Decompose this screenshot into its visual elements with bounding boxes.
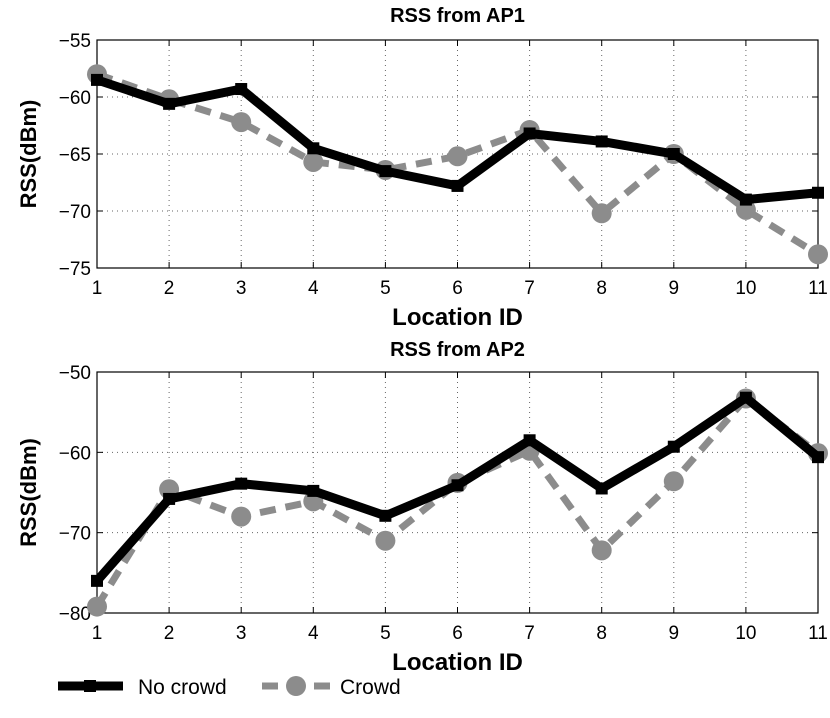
y-tick-label: −70 <box>59 202 91 223</box>
chart-ap2: 1 2 3 4 5 6 7 8 9 10 11 −50 −60 −70 −80 RSS from AP2 Loc… <box>16 339 828 676</box>
point-no-crowd <box>812 451 824 464</box>
x-tick-label: 9 <box>669 278 680 299</box>
legend-label-crowd: Crowd <box>340 676 401 699</box>
legend-no-crowd-marker <box>84 680 96 692</box>
y-tick-label: −80 <box>59 604 91 625</box>
x-tick-label: 5 <box>380 278 391 299</box>
point-no-crowd <box>595 482 608 495</box>
point-no-crowd <box>523 127 536 140</box>
point-no-crowd <box>235 83 248 96</box>
x-tick-label: 4 <box>308 278 319 299</box>
y-tick-label: −55 <box>59 31 91 52</box>
point-no-crowd <box>163 492 176 505</box>
series-line-crowd <box>94 395 821 609</box>
point-no-crowd <box>307 484 320 497</box>
point-crowd <box>591 540 612 561</box>
x-axis-label: Location ID <box>392 649 523 676</box>
point-crowd <box>231 506 252 527</box>
chart-ap1: 1 2 3 4 5 6 7 8 9 10 11 −55 −60 −65 −70 −75 RSS from AP1… <box>16 5 828 331</box>
point-no-crowd <box>739 193 752 206</box>
x-tick-label: 8 <box>596 278 607 299</box>
point-no-crowd <box>91 73 103 86</box>
x-tick-label: 8 <box>596 623 607 644</box>
point-crowd <box>447 146 468 167</box>
y-axis-label: RSS(dBm) <box>16 100 41 209</box>
point-no-crowd <box>379 165 392 178</box>
point-no-crowd <box>235 477 248 490</box>
point-crowd <box>591 203 612 224</box>
y-tick-label: −70 <box>59 524 91 545</box>
x-tick-label: 1 <box>92 278 103 299</box>
x-tick-label: 11 <box>808 278 828 299</box>
x-tick-label: 11 <box>808 623 828 644</box>
x-tick-label: 10 <box>735 278 756 299</box>
chart-title: RSS from AP1 <box>390 5 525 27</box>
x-tick-label: 1 <box>92 623 103 644</box>
point-no-crowd <box>379 509 392 522</box>
point-no-crowd <box>812 186 824 199</box>
point-no-crowd <box>667 148 680 160</box>
point-no-crowd <box>451 179 464 192</box>
x-tick-label: 10 <box>735 623 756 644</box>
point-no-crowd <box>595 135 608 148</box>
y-axis-label: RSS(dBm) <box>16 438 41 547</box>
legend: No crowd Crowd <box>58 676 401 699</box>
y-tick-label: −75 <box>59 259 91 280</box>
y-tick-label: −50 <box>59 363 91 384</box>
legend-label-no-crowd: No crowd <box>138 676 227 699</box>
x-tick-label: 3 <box>236 623 247 644</box>
point-no-crowd <box>307 142 320 155</box>
x-tick-label: 5 <box>380 623 391 644</box>
point-no-crowd <box>91 574 103 587</box>
point-crowd <box>375 530 396 551</box>
x-tick-label: 9 <box>669 623 680 644</box>
y-tick-label: −60 <box>59 443 91 464</box>
legend-crowd-marker <box>286 676 306 696</box>
point-no-crowd <box>163 97 176 110</box>
point-no-crowd <box>523 434 536 447</box>
x-tick-label: 6 <box>452 278 463 299</box>
point-crowd <box>303 151 324 172</box>
point-crowd <box>663 471 684 492</box>
point-no-crowd <box>451 479 464 492</box>
point-crowd <box>87 596 107 617</box>
x-tick-label: 2 <box>164 278 175 299</box>
x-tick-label: 7 <box>524 623 535 644</box>
point-no-crowd <box>667 440 680 453</box>
chart-title: RSS from AP2 <box>390 339 525 361</box>
x-tick-label: 4 <box>308 623 319 644</box>
y-tick-label: −65 <box>59 145 91 166</box>
x-axis-label: Location ID <box>392 304 523 331</box>
x-tick-label: 6 <box>452 623 463 644</box>
y-tick-label: −60 <box>59 88 91 109</box>
x-tick-label: 7 <box>524 278 535 299</box>
point-no-crowd <box>739 391 752 404</box>
x-tick-label: 3 <box>236 278 247 299</box>
point-crowd <box>808 244 828 265</box>
x-tick-label: 2 <box>164 623 175 644</box>
point-crowd <box>231 112 252 133</box>
